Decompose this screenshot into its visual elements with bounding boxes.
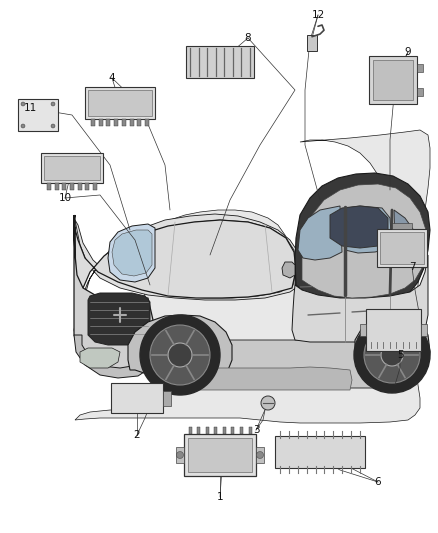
Bar [62, 183, 66, 190]
Bar [145, 119, 149, 126]
Text: 8: 8 [245, 33, 251, 43]
Polygon shape [112, 230, 152, 276]
Polygon shape [88, 293, 150, 345]
Bar [214, 427, 217, 434]
Bar [55, 183, 59, 190]
Text: 4: 4 [109, 73, 115, 83]
Circle shape [364, 327, 420, 383]
Bar [197, 427, 200, 434]
Bar [373, 60, 413, 100]
Polygon shape [155, 367, 352, 390]
Polygon shape [74, 215, 154, 370]
Bar [93, 183, 97, 190]
Circle shape [177, 451, 184, 458]
Polygon shape [155, 340, 408, 388]
Text: 3: 3 [253, 425, 259, 435]
Bar [130, 119, 134, 126]
Polygon shape [74, 214, 305, 335]
Polygon shape [298, 206, 342, 260]
Bar [91, 119, 95, 126]
Polygon shape [330, 206, 388, 248]
Polygon shape [295, 206, 393, 285]
Bar [256, 447, 264, 463]
Bar [223, 427, 226, 434]
Bar [369, 56, 417, 104]
Bar [206, 427, 208, 434]
Bar [18, 99, 58, 131]
Polygon shape [75, 130, 430, 423]
Bar [111, 383, 163, 413]
Bar [138, 119, 141, 126]
Bar [248, 427, 251, 434]
Polygon shape [74, 215, 296, 318]
Bar [41, 153, 103, 183]
Polygon shape [302, 184, 426, 298]
Bar [88, 90, 152, 116]
Polygon shape [292, 255, 428, 342]
Bar [44, 156, 100, 180]
Text: 9: 9 [405, 47, 411, 57]
Circle shape [140, 315, 220, 395]
Bar [307, 35, 317, 51]
Polygon shape [128, 315, 232, 378]
Text: 12: 12 [311, 10, 325, 20]
Circle shape [21, 102, 25, 106]
Polygon shape [355, 316, 430, 380]
Text: 2: 2 [134, 430, 140, 440]
Text: 7: 7 [409, 262, 415, 272]
Bar [85, 183, 89, 190]
Circle shape [51, 124, 55, 128]
Text: 5: 5 [397, 350, 403, 360]
Polygon shape [108, 224, 155, 282]
Bar [240, 427, 243, 434]
Bar [420, 324, 427, 336]
Bar [78, 183, 82, 190]
Text: 1: 1 [217, 492, 223, 502]
Bar [360, 324, 365, 336]
Bar [392, 223, 412, 229]
Circle shape [381, 344, 403, 366]
Bar [114, 119, 118, 126]
Polygon shape [394, 210, 420, 264]
Bar [163, 391, 171, 406]
Text: 6: 6 [374, 477, 381, 487]
Polygon shape [296, 215, 400, 294]
Polygon shape [80, 348, 120, 368]
Circle shape [257, 451, 264, 458]
Bar [122, 119, 126, 126]
Circle shape [354, 317, 430, 393]
Bar [106, 119, 110, 126]
Bar [380, 232, 424, 264]
Bar [99, 119, 102, 126]
Text: 11: 11 [23, 103, 37, 113]
Polygon shape [282, 262, 295, 278]
Circle shape [261, 396, 275, 410]
Circle shape [168, 343, 192, 367]
Bar [184, 434, 256, 476]
Polygon shape [345, 206, 392, 253]
Bar [186, 46, 254, 78]
Bar [275, 436, 365, 468]
Circle shape [51, 102, 55, 106]
Bar [377, 229, 427, 267]
Polygon shape [295, 173, 430, 304]
Bar [188, 438, 252, 472]
Bar [176, 447, 184, 463]
Bar [365, 309, 420, 351]
Circle shape [150, 325, 210, 385]
Bar [188, 427, 191, 434]
Bar [47, 183, 51, 190]
Text: 10: 10 [58, 193, 71, 203]
Bar [417, 64, 423, 72]
Bar [70, 183, 74, 190]
Bar [85, 87, 155, 119]
Bar [417, 88, 423, 96]
Polygon shape [74, 335, 154, 378]
Bar [231, 427, 234, 434]
Circle shape [21, 124, 25, 128]
